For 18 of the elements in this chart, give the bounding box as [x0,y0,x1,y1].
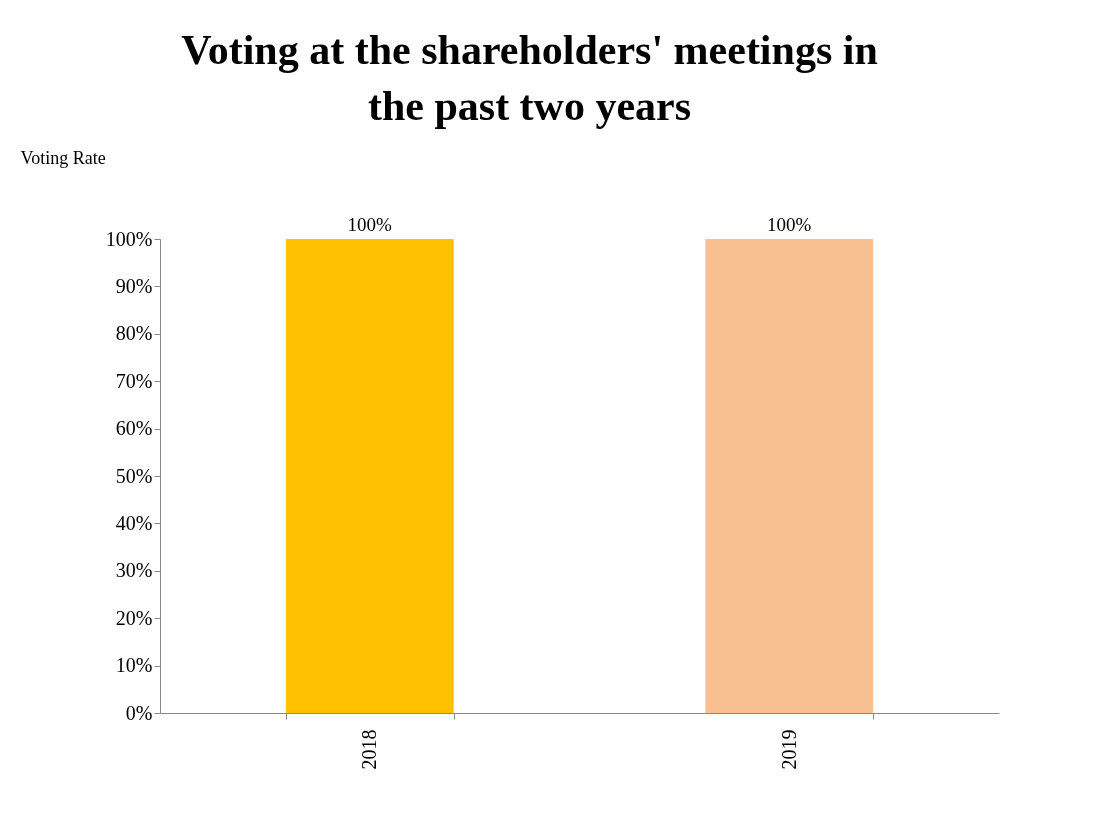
text: the past two years [367,83,692,129]
x-tick-label: 2018 [358,729,381,770]
y-tick-label: 100% [105,227,153,250]
text: Voting at the shareholders' meetings in [181,27,878,73]
data-label: 100% [767,214,812,235]
y-tick-label: 70% [115,369,153,392]
data-label: 100% [347,214,393,235]
y-axis-title: Voting Rate [20,147,106,168]
y-tick-label: 20% [115,606,153,629]
y-tick-label: 40% [115,511,153,534]
y-tick-label: 50% [115,464,153,487]
y-tick-label: 60% [115,417,153,440]
y-tick-label: 30% [115,559,153,582]
y-tick-label: 10% [115,654,153,677]
y-tick-label: 0% [125,701,153,724]
y-tick-label: 80% [115,322,153,345]
y-tick-label: 90% [115,274,153,297]
x-tick-label: 2019 [777,729,800,770]
